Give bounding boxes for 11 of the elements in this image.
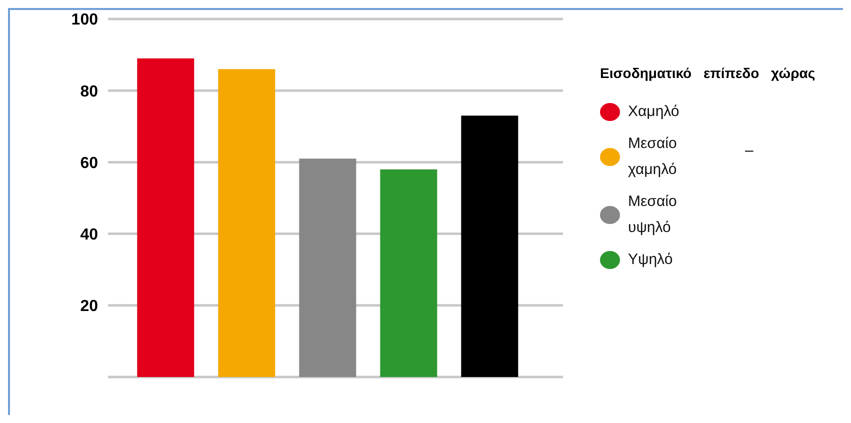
y-tick-label: 80 (80, 83, 98, 100)
legend-label: Μεσαίο χαμηλό (628, 134, 678, 180)
legend-label: Χαμηλό (628, 102, 680, 122)
y-tick-label: 40 (80, 226, 98, 244)
legend-label: Υψηλό (628, 250, 674, 270)
y-tick-label: 60 (80, 154, 98, 172)
legend-title: Εισοδηματικό επίπεδο χώρας (600, 65, 816, 81)
y-tick-label: 20 (80, 298, 98, 316)
y-tick-label: 100 (71, 12, 98, 29)
legend-label: Μεσαίο υψηλό (628, 192, 678, 238)
text: – (745, 142, 754, 159)
